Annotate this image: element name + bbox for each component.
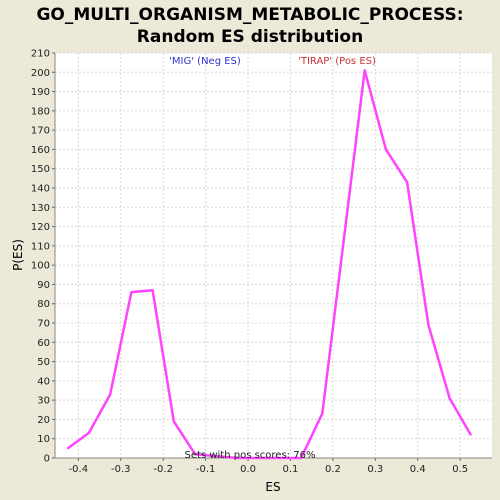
data-point bbox=[279, 457, 281, 459]
y-tick-label: 160 bbox=[31, 145, 50, 156]
data-point bbox=[363, 69, 366, 72]
y-tick-label: 20 bbox=[37, 415, 50, 426]
chart-title-line2: Random ES distribution bbox=[137, 27, 363, 47]
data-point bbox=[151, 289, 154, 292]
x-tick-label: 0.5 bbox=[452, 464, 468, 475]
x-tick-label: -0.2 bbox=[153, 464, 173, 475]
x-tick-label: -0.1 bbox=[196, 464, 216, 475]
y-tick-label: 30 bbox=[37, 396, 50, 407]
data-point bbox=[469, 434, 472, 436]
y-tick-label: 110 bbox=[31, 241, 50, 252]
x-tick-label: 0.0 bbox=[240, 464, 256, 475]
y-tick-label: 100 bbox=[31, 261, 50, 272]
x-tick-label: -0.4 bbox=[69, 464, 89, 475]
y-tick-label: 130 bbox=[31, 203, 50, 214]
y-tick-label: 140 bbox=[31, 184, 50, 195]
data-point bbox=[88, 432, 90, 434]
es-series-line bbox=[66, 69, 472, 460]
data-point bbox=[300, 457, 302, 459]
data-point bbox=[448, 397, 451, 400]
data-point bbox=[172, 420, 175, 423]
data-point bbox=[66, 447, 69, 450]
data-point bbox=[215, 455, 218, 457]
y-tick-label: 190 bbox=[31, 87, 50, 98]
data-points bbox=[66, 69, 472, 459]
pos-scores-note: Sets with pos scores: 76% bbox=[185, 450, 316, 461]
y-tick-label: 10 bbox=[37, 434, 50, 445]
y-tick-label: 90 bbox=[37, 280, 50, 291]
y-tick-label: 70 bbox=[37, 319, 50, 330]
y-tick-label: 40 bbox=[37, 376, 50, 387]
x-tick-label: 0.1 bbox=[283, 464, 299, 475]
data-point bbox=[236, 457, 239, 459]
data-point bbox=[385, 148, 387, 151]
data-point bbox=[427, 324, 430, 326]
y-tick-label: 60 bbox=[37, 338, 50, 349]
neg-es-label: 'MIG' (Neg ES) bbox=[169, 56, 241, 67]
tick-labels: 0 10 20 30 40 50 60 70 80 90 100 110 120 130 140 150 160… bbox=[31, 49, 468, 476]
y-tick-label: 200 bbox=[31, 68, 50, 79]
y-tick-label: 80 bbox=[37, 299, 50, 310]
x-tick-label: -0.3 bbox=[111, 464, 131, 475]
x-tick-label: 0.4 bbox=[410, 464, 426, 475]
data-point bbox=[257, 457, 260, 459]
y-tick-label: 0 bbox=[44, 454, 50, 465]
x-tick-label: 0.3 bbox=[367, 464, 383, 475]
y-tick-label: 210 bbox=[31, 49, 50, 60]
y-tick-label: 170 bbox=[31, 126, 50, 137]
data-point bbox=[194, 453, 196, 455]
data-point bbox=[321, 412, 324, 415]
data-point bbox=[406, 181, 408, 184]
y-axis-label: P(ES) bbox=[11, 239, 25, 271]
chart-title-line1: GO_MULTI_ORGANISM_METABOLIC_PROCESS: bbox=[36, 5, 463, 25]
data-point bbox=[130, 291, 133, 293]
pos-es-label: 'TIRAP' (Pos ES) bbox=[298, 56, 376, 67]
y-tick-label: 50 bbox=[37, 357, 50, 368]
x-axis-label: ES bbox=[265, 480, 280, 494]
y-tick-label: 120 bbox=[31, 222, 50, 233]
y-tick-label: 150 bbox=[31, 164, 50, 175]
x-tick-label: 0.2 bbox=[325, 464, 341, 475]
y-tick-label: 180 bbox=[31, 106, 50, 117]
data-point bbox=[109, 393, 111, 396]
data-point bbox=[342, 241, 345, 243]
